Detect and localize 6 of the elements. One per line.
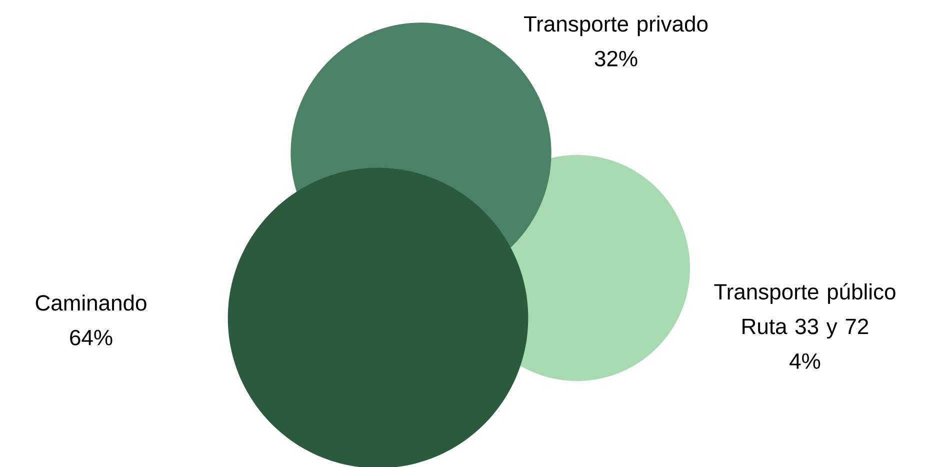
category-label: Caminando	[36, 294, 146, 311]
data-label: 64%	[70, 330, 112, 346]
category-label: Transporte público Ruta 33 y 72	[714, 283, 896, 339]
data-label: 4%	[790, 353, 820, 369]
category-label: Transporte privado	[524, 16, 708, 36]
data-label: 32%	[594, 50, 638, 66]
